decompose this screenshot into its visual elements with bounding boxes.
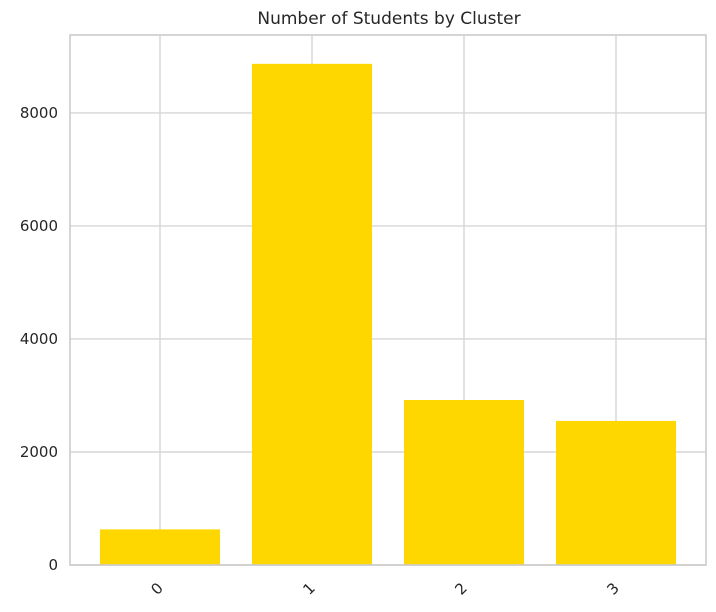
y-tick-label: 4000 [20,330,58,348]
y-tick-label: 8000 [20,104,58,122]
bar-cluster-1 [252,63,372,566]
bars-layer [100,63,676,566]
y-tick-label: 6000 [20,217,58,235]
y-tick-label: 0 [48,556,58,574]
bar-cluster-3 [556,420,676,565]
y-tick-label: 2000 [20,443,58,461]
bar-cluster-2 [404,400,524,565]
y-tick-labels: 0 2000 4000 6000 8000 [20,104,58,574]
plot-frame [69,34,707,566]
chart-title: Number of Students by Cluster [257,9,520,29]
bar-cluster-0 [100,529,220,565]
